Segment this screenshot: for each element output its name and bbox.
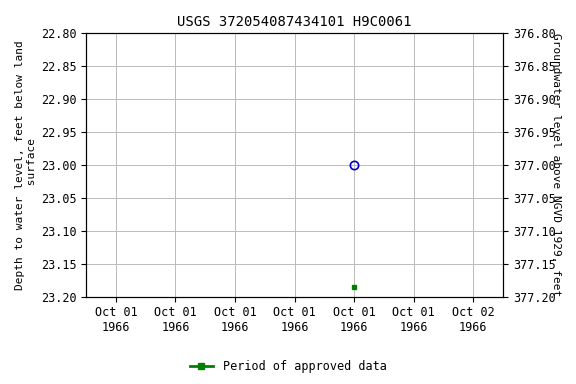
Legend: Period of approved data: Period of approved data xyxy=(185,356,391,378)
Title: USGS 372054087434101 H9C0061: USGS 372054087434101 H9C0061 xyxy=(177,15,412,29)
Y-axis label: Groundwater level above NGVD 1929, feet: Groundwater level above NGVD 1929, feet xyxy=(551,33,561,296)
Y-axis label: Depth to water level, feet below land
 surface: Depth to water level, feet below land su… xyxy=(15,40,37,290)
